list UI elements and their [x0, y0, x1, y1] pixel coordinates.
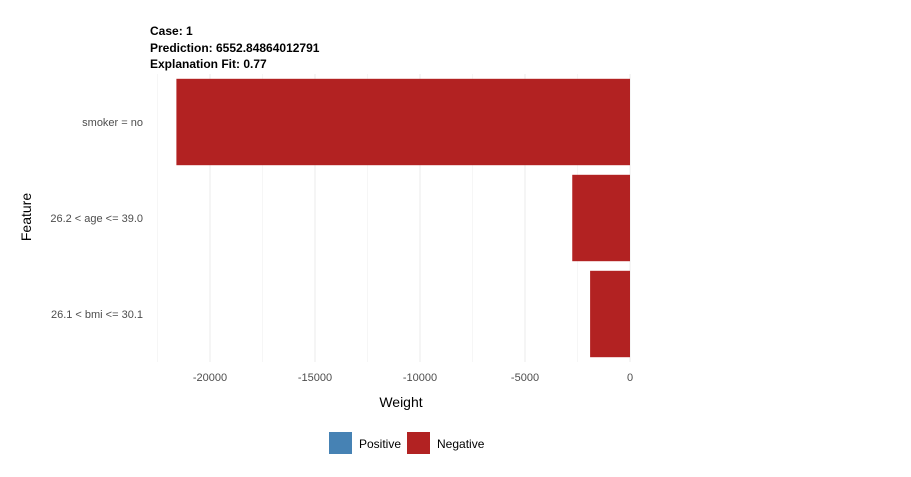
x-tick-label: -20000 [193, 372, 227, 384]
y-axis-title: Feature [18, 193, 34, 241]
y-tick-label: 26.2 < age <= 39.0 [50, 213, 143, 225]
y-tick-label: smoker = no [82, 117, 143, 129]
legend-swatch-positive [329, 432, 352, 454]
legend-label-positive: Positive [359, 437, 401, 451]
prediction-label: Prediction: 6552.84864012791 [150, 41, 320, 55]
y-tick-label: 26.1 < bmi <= 30.1 [51, 309, 143, 321]
legend: Positive Negative [329, 432, 485, 454]
legend-swatch-negative [407, 432, 430, 454]
explanation-fit-label: Explanation Fit: 0.77 [150, 57, 267, 71]
x-tick-labels: -20000 -15000 -10000 -5000 0 [193, 372, 633, 384]
x-tick-label: 0 [627, 372, 633, 384]
x-tick-label: -10000 [403, 372, 437, 384]
y-tick-labels: smoker = no 26.2 < age <= 39.0 26.1 < bmi … [50, 117, 143, 321]
case-label: Case: 1 [150, 24, 193, 38]
bars [176, 78, 630, 358]
legend-label-negative: Negative [437, 437, 485, 451]
header: Case: 1 Prediction: 6552.84864012791 Exp… [150, 24, 320, 71]
x-axis-title: Weight [379, 394, 422, 410]
bar-2 [590, 270, 630, 358]
x-tick-label: -5000 [511, 372, 539, 384]
x-tick-label: -15000 [298, 372, 332, 384]
bar-1 [572, 174, 630, 262]
bar-0 [176, 78, 630, 166]
